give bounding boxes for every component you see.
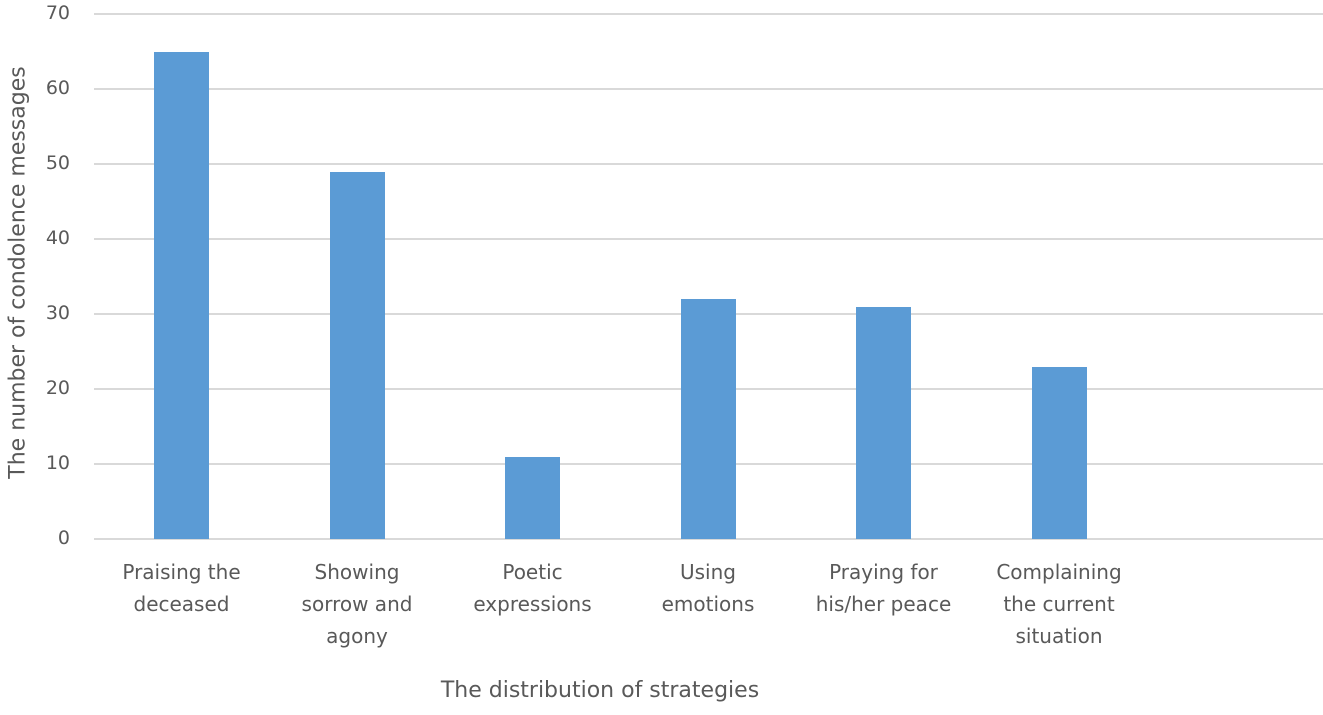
y-tick-label: 60 — [45, 77, 70, 99]
x-tick-label: Showing sorrow and agony — [301, 560, 413, 648]
x-tick-label: Poetic expressions — [473, 560, 592, 616]
bar — [1031, 366, 1087, 539]
gridline — [94, 538, 1323, 540]
y-axis-title: The number of condolence messages — [5, 66, 31, 479]
gridline — [94, 88, 1323, 90]
x-tick-label: Praying for his/her peace — [815, 560, 952, 616]
gridline — [94, 163, 1323, 165]
y-tick-label: 70 — [45, 2, 70, 24]
bar — [505, 456, 560, 539]
x-tick-label: Using emotions — [661, 560, 755, 616]
x-tick-label: Praising the deceased — [122, 560, 241, 616]
gridline — [94, 238, 1323, 240]
bar — [856, 306, 911, 539]
y-tick-label: 50 — [45, 152, 70, 174]
bar — [680, 299, 736, 539]
x-tick-label: Complaining the current situation — [996, 560, 1122, 648]
y-tick-label: 20 — [45, 377, 70, 399]
gridline — [94, 13, 1323, 15]
bar — [154, 51, 209, 539]
y-tick-label: 30 — [45, 302, 70, 324]
bar — [329, 171, 385, 539]
y-tick-label: 10 — [45, 452, 70, 474]
x-axis-title: The distribution of strategies — [440, 678, 760, 703]
y-tick-label: 0 — [57, 527, 70, 549]
y-tick-label: 40 — [45, 227, 70, 249]
